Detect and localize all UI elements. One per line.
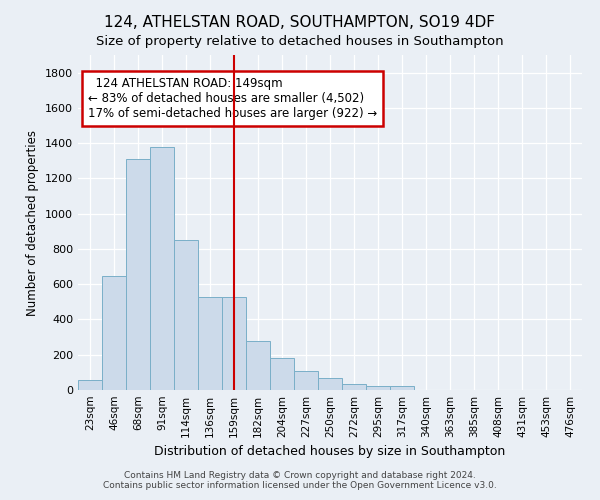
Bar <box>294 372 318 390</box>
Bar <box>342 384 366 390</box>
Bar <box>102 276 126 390</box>
Bar <box>246 340 270 390</box>
Y-axis label: Number of detached properties: Number of detached properties <box>26 130 40 316</box>
Bar <box>174 240 198 390</box>
X-axis label: Distribution of detached houses by size in Southampton: Distribution of detached houses by size … <box>154 446 506 458</box>
Bar <box>390 386 414 390</box>
Bar <box>150 146 174 390</box>
Bar <box>126 159 150 390</box>
Bar <box>222 296 246 390</box>
Bar <box>198 296 222 390</box>
Bar <box>78 380 102 390</box>
Bar <box>366 386 390 390</box>
Text: 124 ATHELSTAN ROAD: 149sqm
← 83% of detached houses are smaller (4,502)
17% of s: 124 ATHELSTAN ROAD: 149sqm ← 83% of deta… <box>88 77 377 120</box>
Bar <box>270 358 294 390</box>
Text: Size of property relative to detached houses in Southampton: Size of property relative to detached ho… <box>96 35 504 48</box>
Bar <box>318 378 342 390</box>
Text: Contains HM Land Registry data © Crown copyright and database right 2024.
Contai: Contains HM Land Registry data © Crown c… <box>103 470 497 490</box>
Text: 124, ATHELSTAN ROAD, SOUTHAMPTON, SO19 4DF: 124, ATHELSTAN ROAD, SOUTHAMPTON, SO19 4… <box>104 15 496 30</box>
